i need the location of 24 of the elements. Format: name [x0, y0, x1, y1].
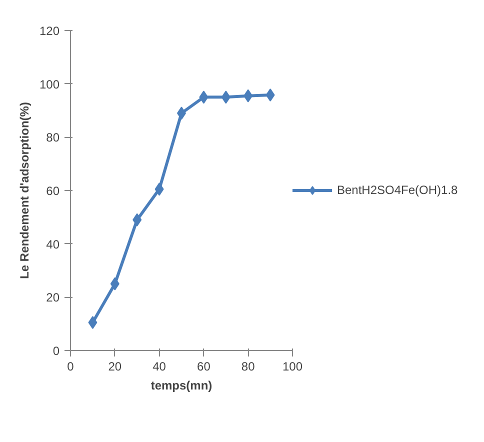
- y-tick-label: 80: [46, 130, 60, 145]
- point: [88, 316, 98, 329]
- y-tick-label: 0: [52, 344, 60, 358]
- x-tick-label: 0: [67, 360, 74, 374]
- x-tick-label: 100: [282, 360, 303, 374]
- point: [266, 88, 275, 102]
- y-tick-label: 100: [39, 77, 60, 92]
- point: [110, 277, 120, 290]
- point: [132, 213, 142, 226]
- x-tick-label: 60: [197, 360, 211, 374]
- point: [154, 182, 164, 196]
- x-tick-label: 20: [108, 360, 122, 374]
- x-axis-title: temps(mn): [150, 378, 212, 392]
- y-tick-label: 40: [46, 237, 60, 252]
- y-tick-label: 60: [46, 184, 60, 198]
- point: [244, 89, 253, 102]
- y-axis-title: Le Rendement d'adsorption(%): [17, 102, 32, 279]
- point: [199, 90, 208, 104]
- x-tick-label: 40: [152, 360, 166, 374]
- x-tick-label: 80: [241, 360, 256, 374]
- legend-label: BentH2SO4Fe(OH)1.8: [337, 183, 458, 197]
- y-tick-label: 20: [46, 290, 60, 305]
- point: [221, 90, 230, 104]
- y-tick-label: 120: [39, 24, 60, 38]
